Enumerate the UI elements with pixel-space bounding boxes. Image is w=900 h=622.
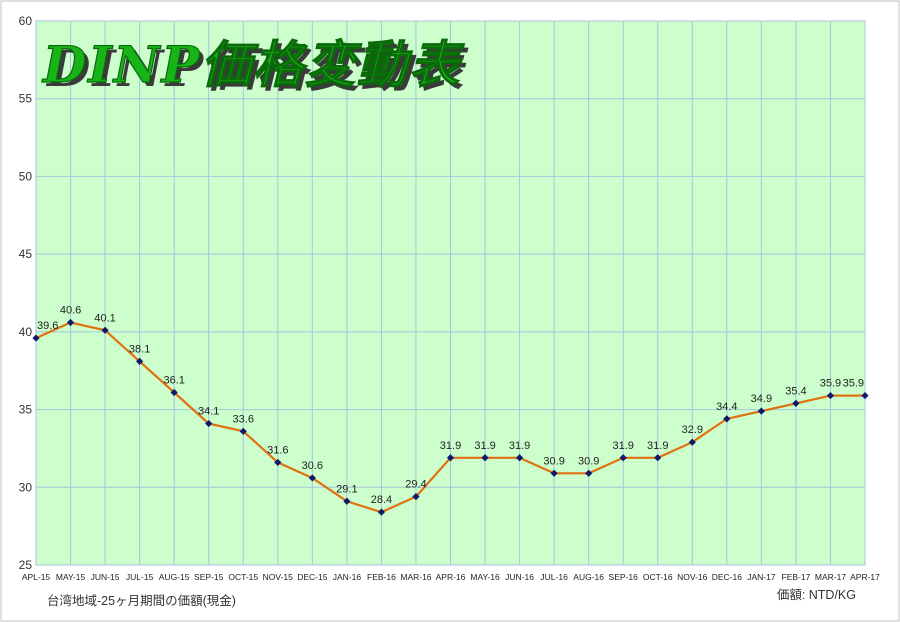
data-label: 30.9	[578, 455, 599, 467]
x-tick-label: DEC-15	[297, 572, 328, 582]
y-tick-label: 40	[19, 325, 33, 339]
data-point	[619, 454, 627, 462]
x-tick-label: JUN-16	[505, 572, 534, 582]
data-point	[757, 407, 765, 415]
data-label: 31.9	[440, 440, 461, 452]
y-tick-label: 55	[19, 92, 33, 106]
chart-title-shadow: DINP価格変動表	[45, 39, 469, 98]
chart-title-group: DINP価格変動表 DINP価格変動表	[40, 34, 469, 98]
data-point	[446, 454, 455, 462]
data-point	[654, 454, 662, 462]
y-tick-label: 50	[19, 169, 33, 183]
x-tick-label: OCT-15	[228, 572, 258, 582]
x-tick-label: FEB-17	[782, 572, 811, 582]
footnote-unit: 価額: NTD/KG	[777, 588, 856, 602]
data-labels: 39.640.6 40.1 38.1 36.1 34.1 33.6 31.6 30.6 29.1…	[37, 305, 864, 507]
data-point	[343, 497, 351, 505]
data-label: 38.1	[129, 343, 150, 355]
x-tick-label: MAY-15	[56, 572, 86, 582]
data-label: 30.9	[543, 455, 564, 467]
x-axis-ticks: APL-15 MAY-15 JUN-15 JUL-15 AUG-15 SEP-15 OCT-…	[22, 572, 880, 582]
data-label: 39.6	[37, 320, 58, 332]
series-price	[32, 318, 869, 516]
data-label: 29.1	[336, 483, 357, 495]
footnote-region: 台湾地域-25ヶ月期間の価額(現金)	[47, 593, 236, 608]
data-label: 36.1	[163, 374, 184, 386]
data-point	[412, 493, 420, 501]
x-tick-label: JUN-15	[91, 572, 120, 582]
data-point	[66, 318, 75, 327]
data-label: 30.6	[302, 460, 323, 472]
data-label: 34.1	[198, 406, 219, 418]
data-label: 31.6	[267, 444, 288, 456]
x-tick-label: SEP-15	[194, 572, 224, 582]
data-point	[550, 469, 558, 477]
x-tick-label: APR-17	[850, 572, 880, 582]
y-axis-ticks: 25 30 35 40 45 50 55 60	[19, 14, 33, 572]
x-tick-label: FEB-16	[367, 572, 396, 582]
data-label: 31.9	[647, 440, 668, 452]
data-point	[170, 388, 178, 397]
x-tick-label: MAR-16	[400, 572, 431, 582]
x-tick-label: MAY-16	[470, 572, 500, 582]
data-label: 35.9	[843, 378, 864, 390]
data-point	[826, 391, 835, 400]
data-point	[861, 391, 869, 400]
data-point	[239, 427, 247, 435]
x-tick-label: NOV-15	[263, 572, 294, 582]
x-tick-label: JAN-16	[333, 572, 362, 582]
x-tick-label: OCT-16	[643, 572, 673, 582]
x-tick-label: NOV-16	[677, 572, 708, 582]
y-tick-label: 30	[19, 480, 33, 494]
data-point	[585, 469, 593, 477]
data-label: 32.9	[682, 424, 703, 436]
data-label: 40.1	[94, 312, 115, 324]
x-tick-label: MAR-17	[815, 572, 846, 582]
data-label: 35.9	[820, 378, 841, 390]
data-point	[723, 415, 731, 423]
data-label: 34.4	[716, 401, 737, 413]
data-point	[32, 334, 40, 342]
x-tick-label: APL-15	[22, 572, 51, 582]
x-tick-label: JUL-15	[126, 572, 154, 582]
y-tick-label: 45	[19, 247, 33, 261]
data-point	[481, 454, 489, 462]
grid-lines	[35, 20, 866, 566]
data-point	[515, 454, 524, 462]
data-label: 31.9	[612, 440, 633, 452]
x-tick-label: APR-16	[436, 572, 466, 582]
data-point	[688, 438, 696, 446]
x-tick-label: AUG-16	[573, 572, 604, 582]
data-point	[377, 508, 386, 516]
data-point	[101, 326, 109, 334]
data-label: 34.9	[751, 393, 772, 405]
y-tick-label: 25	[19, 558, 33, 572]
data-label: 28.4	[371, 494, 392, 506]
data-point	[136, 357, 144, 365]
data-label: 31.9	[474, 440, 495, 452]
chart-title: DINP価格変動表	[41, 35, 465, 94]
x-tick-label: DEC-16	[712, 572, 743, 582]
data-label: 31.9	[509, 440, 530, 452]
y-tick-label: 35	[19, 403, 33, 417]
x-tick-label: JUL-16	[540, 572, 568, 582]
data-label: 33.6	[233, 413, 254, 425]
data-label: 35.4	[785, 385, 806, 397]
x-tick-label: SEP-16	[609, 572, 639, 582]
data-label: 40.6	[60, 305, 81, 317]
x-tick-label: AUG-15	[159, 572, 190, 582]
y-tick-label: 60	[19, 14, 33, 28]
data-point	[205, 419, 213, 428]
data-point	[308, 474, 316, 482]
data-point	[274, 458, 282, 467]
data-label: 29.4	[405, 479, 426, 491]
x-tick-label: JAN-17	[747, 572, 776, 582]
data-point	[792, 399, 800, 407]
